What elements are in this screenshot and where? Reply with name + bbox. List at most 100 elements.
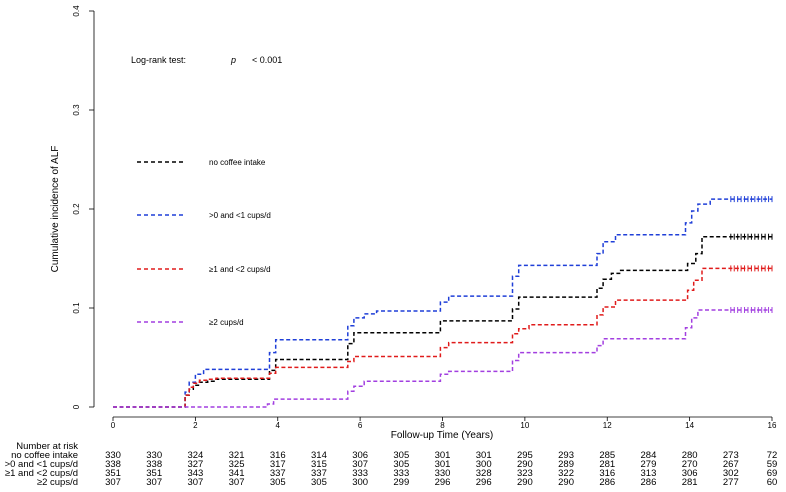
risk-cell: 316 <box>270 450 286 461</box>
risk-cell: 321 <box>229 450 245 461</box>
risk-cell: 330 <box>105 450 121 461</box>
x-tick-label: 16 <box>768 421 777 430</box>
series-line-2 <box>113 267 772 408</box>
p-symbol: p <box>230 55 236 65</box>
risk-cell: 305 <box>393 450 409 461</box>
risk-cell: 328 <box>476 468 492 479</box>
risk-cell: 307 <box>105 477 121 488</box>
risk-cell: 351 <box>105 468 121 479</box>
risk-row-label: >0 and <1 cups/d <box>5 459 78 470</box>
risk-table-header: Number at risk <box>16 441 78 452</box>
risk-cell: 281 <box>599 459 615 470</box>
risk-cell: 267 <box>723 459 739 470</box>
risk-cell: 293 <box>558 450 574 461</box>
log-rank-annotation: Log-rank test: p < 0.001 <box>131 55 282 65</box>
risk-cell: 279 <box>641 459 657 470</box>
series-line-3 <box>113 309 772 408</box>
risk-cell: 72 <box>767 450 778 461</box>
risk-cell: 341 <box>229 468 245 479</box>
risk-cell: 313 <box>641 468 657 479</box>
risk-cell: 306 <box>352 450 368 461</box>
risk-cell: 315 <box>311 459 327 470</box>
risk-cell: 289 <box>558 459 574 470</box>
risk-cell: 270 <box>682 459 698 470</box>
risk-cell: 306 <box>682 468 698 479</box>
risk-row-label: no coffee intake <box>11 450 78 461</box>
risk-cell: 316 <box>599 468 615 479</box>
y-ticks: 0 0.1 0.2 0.3 0.4 <box>72 5 94 409</box>
risk-cell: 343 <box>187 468 203 479</box>
risk-cell: 323 <box>517 468 533 479</box>
risk-cell: 286 <box>641 477 657 488</box>
risk-cell: 281 <box>682 477 698 488</box>
risk-cell: 285 <box>599 450 615 461</box>
y-axis-title: Cumulative incidence of ALF <box>50 146 61 273</box>
x-tick-label: 14 <box>685 421 694 430</box>
risk-cell: 307 <box>352 459 368 470</box>
series-line-0 <box>113 235 772 408</box>
risk-cell: 305 <box>393 459 409 470</box>
risk-cell: 330 <box>146 450 162 461</box>
risk-cell: 307 <box>187 477 203 488</box>
risk-cell: 69 <box>767 468 778 479</box>
risk-cell: 338 <box>105 459 121 470</box>
risk-row-label: ≥2 cups/d <box>37 477 78 488</box>
y-tick-label: 0.4 <box>72 5 81 17</box>
risk-cell: 59 <box>767 459 778 470</box>
risk-cell: 290 <box>558 477 574 488</box>
y-tick-label: 0.2 <box>72 203 81 215</box>
risk-cell: 307 <box>146 477 162 488</box>
risk-cell: 324 <box>187 450 203 461</box>
risk-cell: 290 <box>517 459 533 470</box>
risk-cell: 299 <box>393 477 409 488</box>
risk-cell: 286 <box>599 477 615 488</box>
risk-cell: 301 <box>435 459 451 470</box>
x-axis-title: Follow-up Time (Years) <box>391 430 493 441</box>
risk-cell: 296 <box>435 477 451 488</box>
series-layer <box>113 196 773 408</box>
risk-cell: 295 <box>517 450 533 461</box>
risk-cell: 322 <box>558 468 574 479</box>
x-tick-label: 10 <box>520 421 529 430</box>
risk-cell: 307 <box>229 477 245 488</box>
risk-cell: 301 <box>476 450 492 461</box>
x-tick-label: 6 <box>358 421 363 430</box>
risk-cell: 338 <box>146 459 162 470</box>
legend-label: ≥1 and <2 cups/d <box>209 265 271 274</box>
risk-cell: 296 <box>476 477 492 488</box>
y-tick-label: 0.3 <box>72 104 81 116</box>
risk-cell: 327 <box>187 459 203 470</box>
risk-cell: 301 <box>435 450 451 461</box>
series-line-1 <box>113 198 772 408</box>
x-tick-label: 4 <box>276 421 281 430</box>
x-tick-label: 8 <box>440 421 445 430</box>
x-tick-label: 2 <box>193 421 198 430</box>
risk-cell: 337 <box>270 468 286 479</box>
risk-cell: 273 <box>723 450 739 461</box>
risk-cell: 280 <box>682 450 698 461</box>
risk-cell: 333 <box>393 468 409 479</box>
risk-cell: 290 <box>517 477 533 488</box>
p-value: < 0.001 <box>252 55 282 65</box>
risk-cell: 300 <box>352 477 368 488</box>
risk-cell: 277 <box>723 477 739 488</box>
x-tick-label: 12 <box>603 421 612 430</box>
risk-cell: 351 <box>146 468 162 479</box>
x-tick-label: 0 <box>111 421 116 430</box>
log-rank-label: Log-rank test: <box>131 55 186 65</box>
risk-cell: 337 <box>311 468 327 479</box>
risk-row-label: ≥1 and <2 cups/d <box>5 468 78 479</box>
legend-label: no coffee intake <box>209 158 266 167</box>
risk-cell: 60 <box>767 477 778 488</box>
risk-cell: 330 <box>435 468 451 479</box>
risk-cell: 302 <box>723 468 739 479</box>
legend: no coffee intake >0 and <1 cups/d ≥1 and <… <box>137 158 271 327</box>
risk-cell: 317 <box>270 459 286 470</box>
legend-label: ≥2 cups/d <box>209 318 244 327</box>
risk-cell: 333 <box>352 468 368 479</box>
risk-cell: 284 <box>641 450 657 461</box>
risk-cell: 325 <box>229 459 245 470</box>
risk-cell: 305 <box>270 477 286 488</box>
